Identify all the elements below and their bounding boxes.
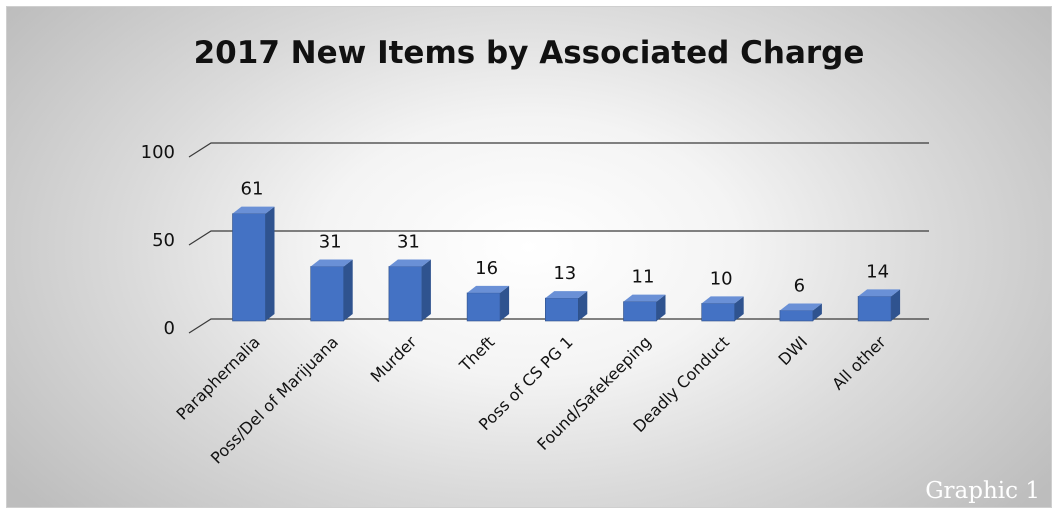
bar-top — [310, 259, 353, 267]
gridline-50 — [188, 230, 929, 246]
category-label: Theft — [455, 332, 498, 375]
graphic-caption: Graphic 1 — [925, 478, 1040, 504]
y-tick-label: 0 — [164, 318, 175, 339]
bar — [466, 285, 510, 322]
bar-side — [265, 206, 275, 321]
bar-side — [421, 259, 431, 321]
data-label: 61 — [241, 179, 264, 200]
bar-side — [656, 294, 666, 321]
bar-side — [500, 285, 510, 321]
bar-front — [232, 213, 266, 322]
bar-front — [466, 292, 501, 322]
chart: 2017 New Items by Associated Charge 0 50 1… — [141, 35, 1040, 504]
category-label: Poss/Del of Marijuana — [207, 332, 342, 467]
data-label: 16 — [475, 258, 498, 279]
bar-front — [388, 266, 423, 322]
bar-side — [891, 289, 901, 321]
data-label: 31 — [397, 231, 420, 252]
category-label: All other — [828, 332, 889, 393]
bars — [232, 206, 901, 322]
bar-front — [779, 310, 814, 322]
bar — [623, 294, 666, 322]
bar-top — [623, 294, 666, 302]
bar-front — [310, 266, 345, 322]
bar-top — [701, 296, 744, 304]
bar-top — [467, 285, 510, 293]
chart-title: 2017 New Items by Associated Charge — [194, 35, 865, 71]
bar-side — [812, 303, 822, 321]
chart-frame: 2017 New Items by Associated Charge 0 50 1… — [6, 6, 1052, 508]
bar-top — [858, 289, 901, 297]
bar — [232, 206, 275, 322]
bar — [310, 259, 353, 322]
bar-top — [232, 206, 275, 214]
bar-side — [343, 259, 353, 321]
bar-front — [544, 297, 579, 322]
gridlines — [188, 142, 929, 334]
bar — [779, 303, 822, 322]
bar-front — [701, 303, 736, 322]
y-tick-label: 50 — [152, 230, 175, 251]
data-label: 10 — [710, 268, 733, 289]
bar-side — [734, 296, 744, 321]
bar-front — [623, 301, 657, 322]
bar — [857, 289, 901, 322]
bar-top — [545, 291, 588, 299]
data-label: 6 — [794, 275, 805, 296]
bar-top — [779, 303, 822, 311]
y-tick-label: 100 — [141, 142, 175, 163]
bar — [388, 259, 431, 322]
data-label: 31 — [319, 231, 342, 252]
data-label: 11 — [632, 267, 655, 288]
category-label: Murder — [367, 332, 421, 386]
gridline-0 — [188, 318, 929, 334]
data-labels: 61 31 31 16 13 11 10 6 14 — [241, 179, 890, 297]
data-label: 14 — [866, 261, 889, 282]
bar-front — [857, 296, 892, 322]
bar — [701, 296, 744, 322]
gridline-100 — [188, 142, 929, 158]
bar-top — [388, 259, 431, 267]
bar — [544, 291, 588, 322]
category-label: DWI — [775, 332, 812, 369]
bar-side — [578, 291, 588, 321]
data-label: 13 — [553, 263, 576, 284]
y-axis-ticks: 0 50 100 — [141, 142, 175, 339]
